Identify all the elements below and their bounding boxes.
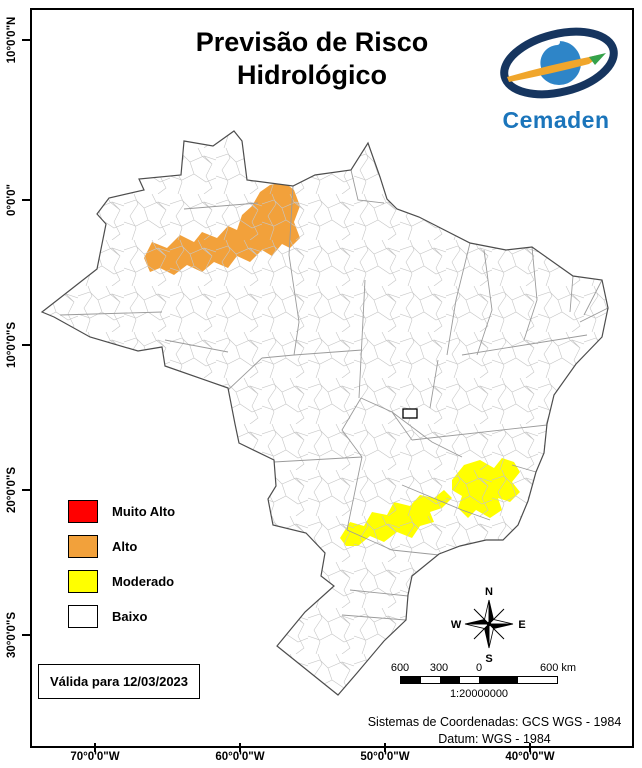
legend-label: Muito Alto [112,504,176,519]
cemaden-logo-text: Cemaden [502,107,610,133]
valid-date-text: Válida para 12/03/2023 [49,674,189,689]
lon-label: 60°0'0"W [215,751,265,763]
lat-tick [22,39,31,41]
distrito-federal [402,408,418,419]
lat-label: 20°0'0"S [6,466,18,514]
lat-tick [22,344,31,346]
compass-n-label: N [485,586,493,598]
lat-label: 0°0'0" [6,184,18,216]
coordinate-system-line1: Sistemas de Coordenadas: GCS WGS - 1984 [367,715,622,729]
compass-s-label: S [485,653,492,665]
legend-label: Alto [112,539,138,554]
lat-label: 10°0'0"S [6,321,18,369]
lat-tick [22,199,31,201]
lat-tick [22,634,31,636]
compass-w-label: W [451,619,462,631]
legend-swatch-baixo [68,605,98,628]
scale-label: 600 [390,662,410,674]
compass-rose-icon: N E S W [451,586,526,665]
scale-label: 600 km [539,662,577,674]
scale-bar-blocks [400,676,558,684]
legend-item-muito-alto: Muito Alto [68,500,175,523]
legend-swatch-moderado [68,570,98,593]
lon-tick [384,743,386,752]
compass-e-label: E [518,619,525,631]
lat-label: 30°0'0"S [6,611,18,659]
legend-label: Moderado [112,574,175,589]
lon-label: 50°0'0"W [360,751,410,763]
cemaden-logo: Cemaden [475,20,637,134]
map-frame: Previsão de Risco Hidrológico Cemaden Mu… [30,8,634,748]
legend: Muito Alto Alto Moderado Baixo [68,500,175,640]
coordinate-system-note: Sistemas de Coordenadas: GCS WGS - 1984 … [327,714,642,748]
page-title-line2: Hidrológico [237,59,387,90]
legend-swatch-muito-alto [68,500,98,523]
legend-item-moderado: Moderado [68,570,175,593]
brazil-outline-stroke [40,130,609,696]
scale-label: 0 [475,662,483,674]
lon-label: 40°0'0"W [505,751,555,763]
legend-label: Baixo [112,609,148,624]
state-boundaries [59,169,608,621]
valid-date-box: Válida para 12/03/2023 [38,664,200,699]
page-title: Previsão de Risco Hidrológico [102,26,522,92]
scale-bar: 600 300 0 600 km 1:20000000 [390,662,600,708]
legend-swatch-alto [68,535,98,558]
lat-label: 10°0'0"N [6,16,18,64]
legend-item-baixo: Baixo [68,605,175,628]
coordinate-system-line2: Datum: WGS - 1984 [438,731,551,746]
scale-ratio: 1:20000000 [449,688,509,700]
page-title-line1: Previsão de Risco [195,27,429,57]
scale-label: 300 [429,662,449,674]
legend-item-alto: Alto [68,535,175,558]
cemaden-eye-icon [500,27,618,99]
lon-tick [239,743,241,752]
lon-label: 70°0'0"W [70,751,120,763]
lat-tick [22,489,31,491]
brazil-map [40,130,609,696]
lon-tick [529,743,531,752]
lon-tick [94,743,96,752]
